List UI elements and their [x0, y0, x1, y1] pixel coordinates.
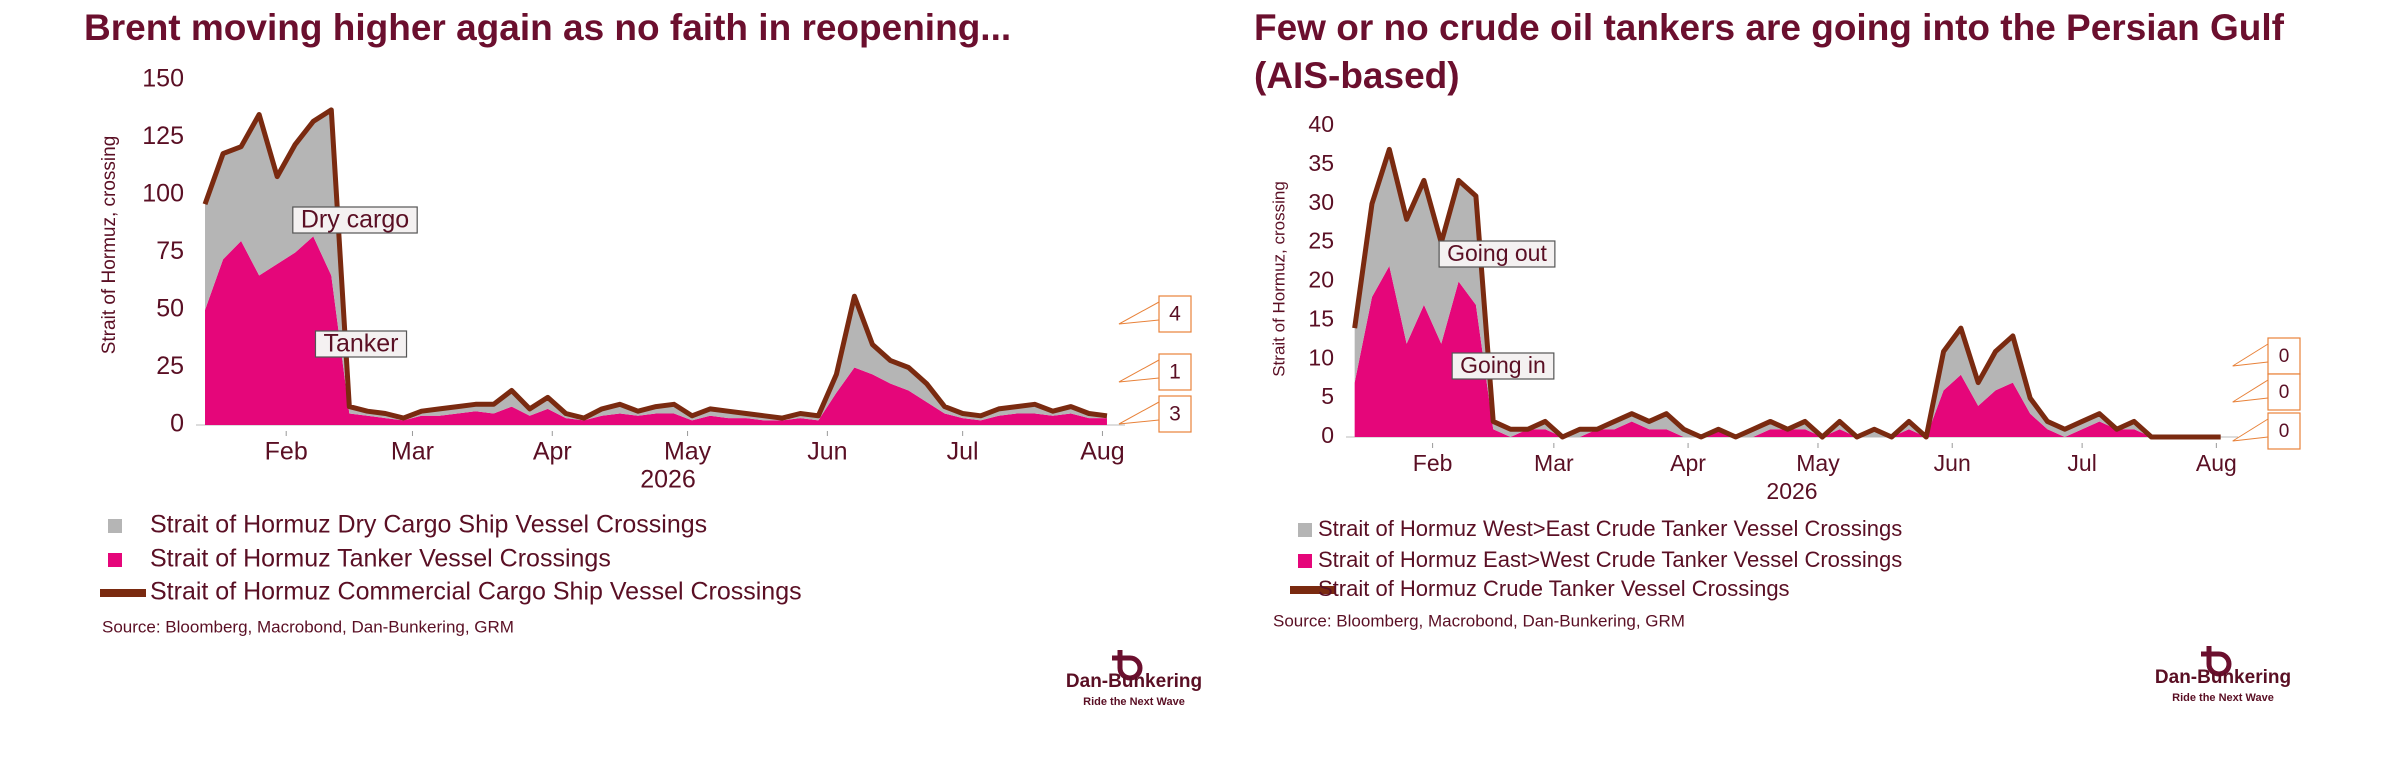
y-tick-label: 125 — [142, 122, 184, 150]
x-tick-label: Aug — [2196, 450, 2237, 476]
y-tick-label: 100 — [142, 180, 184, 208]
y-tick-label: 10 — [1308, 344, 1334, 370]
callout-box — [2267, 337, 2301, 375]
y-tick-label: 20 — [1308, 267, 1334, 293]
data-label: 0 — [2279, 382, 2290, 403]
y-tick-label: 5 — [1321, 383, 1334, 409]
y-tick-label: 75 — [156, 237, 184, 265]
legend-label: Strait of Hormuz Crude Tanker Vessel Cro… — [1318, 576, 1790, 601]
annotation: Going in — [1460, 352, 1546, 378]
annotation-box — [314, 330, 408, 358]
y-tick-label: 15 — [1308, 305, 1334, 331]
x-tick-label: Jul — [2067, 450, 2096, 476]
x-axis-title: 2026 — [640, 466, 696, 494]
data-label: 0 — [2279, 346, 2290, 367]
source: Source: Bloomberg, Macrobond, Dan-Bunker… — [102, 617, 514, 636]
annotation-box — [1451, 352, 1555, 380]
y-tick-label: 30 — [1308, 189, 1334, 215]
annotation: Dry cargo — [301, 206, 409, 234]
legend-label: Strait of Hormuz Dry Cargo Ship Vessel C… — [150, 511, 707, 539]
y-tick-label: 0 — [1321, 422, 1334, 448]
logo-tagline: Ride the Next Wave — [1083, 696, 1185, 708]
x-tick-label: Apr — [1670, 450, 1706, 476]
legend-swatch — [108, 519, 122, 533]
y-tick-label: 0 — [170, 410, 184, 438]
logo-name: Dan-Bunkering — [2155, 667, 2291, 688]
logo-tagline: Ride the Next Wave — [2172, 692, 2274, 704]
callout-box — [2267, 412, 2301, 450]
callout-pointer — [2232, 379, 2269, 403]
annotation-box — [292, 206, 418, 234]
x-tick-label: Jun — [807, 438, 847, 466]
callout-box — [1158, 295, 1192, 333]
y-axis-title: Strait of Hormuz, crossing — [99, 136, 120, 355]
logo-mark — [1112, 650, 1143, 681]
y-tick-label: 25 — [156, 352, 184, 380]
legend-label: Strait of Hormuz West>East Crude Tanker … — [1318, 516, 1902, 541]
y-tick-label: 150 — [142, 65, 184, 93]
logo-name: Dan-Bunkering — [1066, 671, 1202, 692]
x-tick-label: Apr — [533, 438, 572, 466]
chart-title: Brent moving higher again as no faith in… — [84, 7, 1012, 48]
callout-box — [1158, 395, 1192, 433]
x-tick-label: May — [664, 438, 712, 466]
x-tick-label: Jul — [947, 438, 979, 466]
data-label: 1 — [1169, 361, 1181, 384]
legend-label: Strait of Hormuz Tanker Vessel Crossings — [150, 545, 611, 573]
data-label: 4 — [1169, 303, 1181, 326]
x-axis-title: 2026 — [1766, 478, 1817, 504]
chart-title: Few or no crude oil tankers are going in… — [1254, 7, 2285, 96]
legend-label: Strait of Hormuz East>West Crude Tanker … — [1318, 547, 1902, 572]
x-tick-label: Mar — [391, 438, 434, 466]
callout-pointer — [2232, 418, 2269, 442]
x-tick-label: Aug — [1080, 438, 1124, 466]
y-tick-label: 25 — [1308, 228, 1334, 254]
area — [1354, 265, 2221, 437]
annotation: Going out — [1447, 240, 1547, 266]
callout-pointer — [2232, 343, 2269, 367]
data-label: 0 — [2279, 421, 2290, 442]
callout-pointer — [1118, 359, 1160, 383]
legend-swatch — [1298, 523, 1312, 537]
line — [202, 107, 1108, 421]
line — [1352, 146, 2221, 440]
y-tick-label: 35 — [1308, 150, 1334, 176]
x-tick-label: Jun — [1934, 450, 1971, 476]
annotation: Tanker — [323, 330, 398, 358]
legend-swatch — [1298, 554, 1312, 568]
callout-pointer — [1118, 301, 1160, 325]
source: Source: Bloomberg, Macrobond, Dan-Bunker… — [1273, 611, 1685, 630]
x-tick-label: May — [1796, 450, 1840, 476]
y-axis-title: Strait of Hormuz, crossing — [1269, 181, 1288, 377]
callout-pointer — [1118, 401, 1160, 425]
area — [205, 236, 1107, 425]
legend-swatch — [108, 553, 122, 567]
data-label: 3 — [1169, 403, 1181, 426]
x-tick-label: Feb — [265, 438, 308, 466]
legend-label: Strait of Hormuz Commercial Cargo Ship V… — [150, 578, 802, 606]
x-tick-label: Mar — [1534, 450, 1574, 476]
y-tick-label: 40 — [1308, 111, 1334, 137]
logo-mark — [2201, 646, 2232, 677]
x-tick-label: Feb — [1413, 450, 1453, 476]
callout-box — [1158, 353, 1192, 391]
annotation-box — [1438, 240, 1556, 268]
area — [1354, 149, 2221, 437]
y-tick-label: 50 — [156, 295, 184, 323]
callout-box — [2267, 373, 2301, 411]
